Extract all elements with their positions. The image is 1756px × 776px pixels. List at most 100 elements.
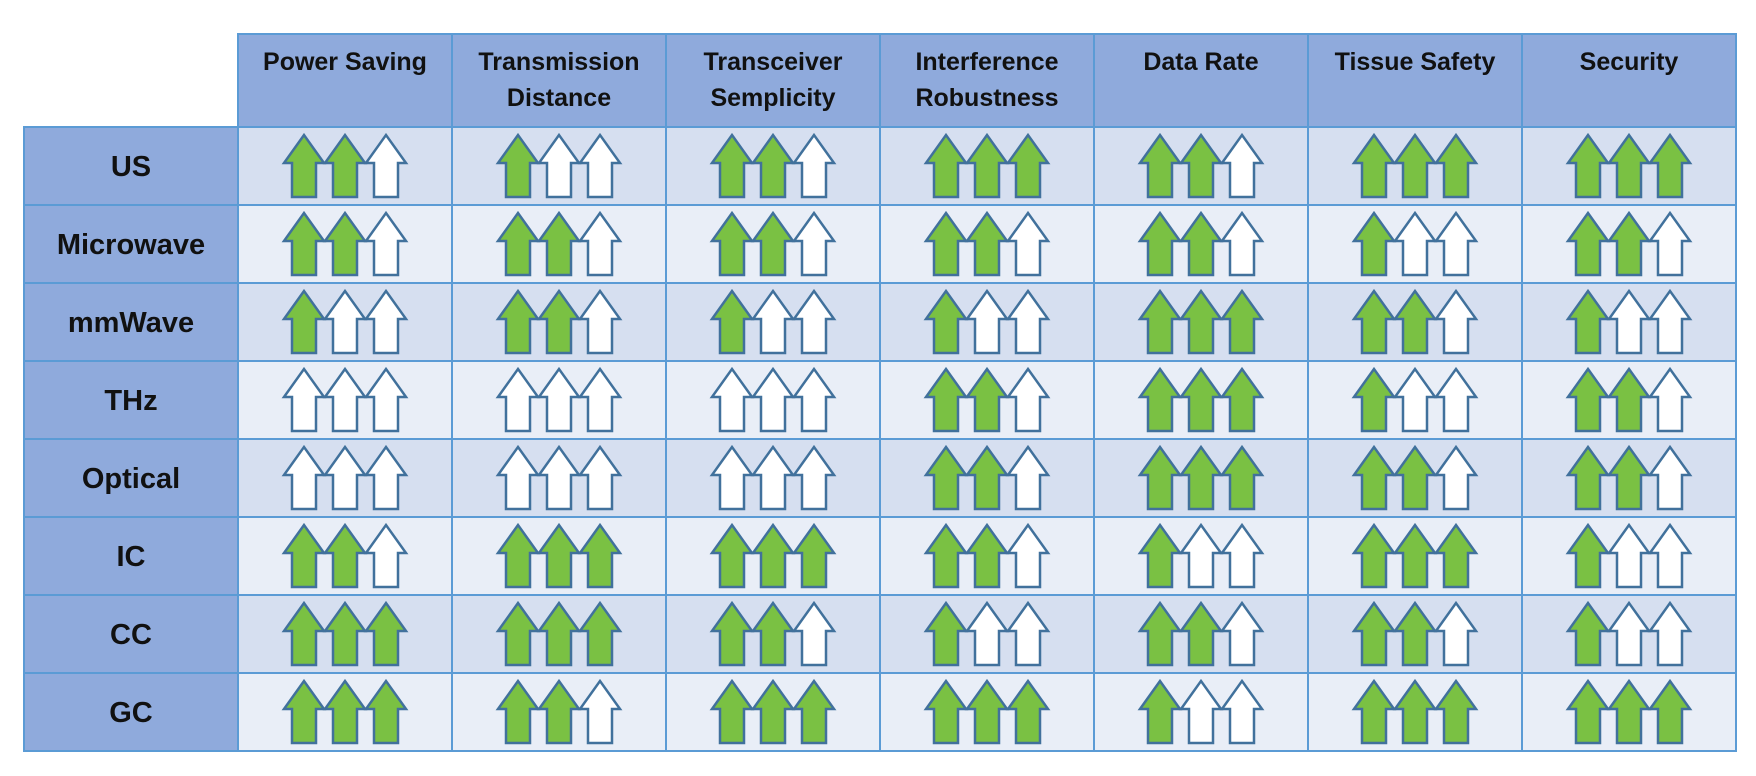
empty-arrow-icon [577, 678, 623, 745]
row-label-ic: IC [117, 541, 146, 573]
filled-arrow-icon [1005, 132, 1051, 199]
empty-arrow-icon [363, 444, 409, 511]
empty-arrow-icon [1178, 522, 1224, 589]
row-label-microwave: Microwave [57, 229, 205, 261]
empty-arrow-icon [1433, 210, 1479, 277]
rating-cell-mmwave-power-saving [281, 288, 409, 355]
empty-arrow-icon [964, 600, 1010, 667]
rating-cell-ic-interference-robustness [923, 522, 1051, 589]
empty-arrow-icon [363, 132, 409, 199]
filled-arrow-icon [577, 600, 623, 667]
empty-arrow-icon [363, 210, 409, 277]
rating-cell-cc-data-rate [1137, 600, 1265, 667]
empty-arrow-icon [964, 288, 1010, 355]
empty-arrow-icon [322, 444, 368, 511]
filled-arrow-icon [1565, 288, 1611, 355]
filled-arrow-icon [495, 600, 541, 667]
column-header-line: Tissue Safety [1335, 48, 1496, 76]
filled-arrow-icon [1433, 522, 1479, 589]
rating-cell-optical-interference-robustness [923, 444, 1051, 511]
filled-arrow-icon [1351, 210, 1397, 277]
rating-cell-ic-power-saving [281, 522, 409, 589]
filled-arrow-icon [1351, 444, 1397, 511]
rating-cell-gc-tissue-safety [1351, 678, 1479, 745]
rating-cell-thz-transmission-distance [495, 366, 623, 433]
filled-arrow-icon [1565, 678, 1611, 745]
empty-arrow-icon [1392, 366, 1438, 433]
rating-cell-optical-power-saving [281, 444, 409, 511]
filled-arrow-icon [1351, 678, 1397, 745]
filled-arrow-icon [709, 210, 755, 277]
empty-arrow-icon [791, 366, 837, 433]
rating-cell-gc-security [1565, 678, 1693, 745]
filled-arrow-icon [281, 288, 327, 355]
filled-arrow-icon [1137, 600, 1183, 667]
rating-cell-us-transmission-distance [495, 132, 623, 199]
rating-cell-gc-interference-robustness [923, 678, 1051, 745]
filled-arrow-icon [1565, 210, 1611, 277]
filled-arrow-icon [1351, 600, 1397, 667]
filled-arrow-icon [1606, 132, 1652, 199]
empty-arrow-icon [1005, 288, 1051, 355]
filled-arrow-icon [1647, 678, 1693, 745]
filled-arrow-icon [1606, 366, 1652, 433]
filled-arrow-icon [322, 132, 368, 199]
filled-arrow-icon [1137, 210, 1183, 277]
filled-arrow-icon [1005, 678, 1051, 745]
rating-cell-gc-transmission-distance [495, 678, 623, 745]
column-header-line: Data Rate [1143, 48, 1258, 76]
filled-arrow-icon [923, 132, 969, 199]
filled-arrow-icon [363, 600, 409, 667]
table-grid [23, 33, 1737, 752]
filled-arrow-icon [750, 678, 796, 745]
filled-arrow-icon [495, 678, 541, 745]
empty-arrow-icon [577, 366, 623, 433]
filled-arrow-icon [1392, 444, 1438, 511]
empty-arrow-icon [322, 288, 368, 355]
empty-arrow-icon [281, 366, 327, 433]
rating-cell-thz-tissue-safety [1351, 366, 1479, 433]
filled-arrow-icon [1137, 288, 1183, 355]
filled-arrow-icon [964, 522, 1010, 589]
empty-arrow-icon [1005, 600, 1051, 667]
rating-cell-cc-transceiver-semplicity [709, 600, 837, 667]
empty-arrow-icon [363, 522, 409, 589]
filled-arrow-icon [750, 210, 796, 277]
rating-cell-ic-transmission-distance [495, 522, 623, 589]
empty-arrow-icon [791, 132, 837, 199]
filled-arrow-icon [1351, 366, 1397, 433]
empty-arrow-icon [750, 288, 796, 355]
empty-arrow-icon [750, 366, 796, 433]
rating-cell-cc-power-saving [281, 600, 409, 667]
rating-cell-us-power-saving [281, 132, 409, 199]
rating-cell-us-security [1565, 132, 1693, 199]
rating-cell-ic-tissue-safety [1351, 522, 1479, 589]
empty-arrow-icon [1647, 600, 1693, 667]
filled-arrow-icon [1606, 444, 1652, 511]
column-header-line: Interference [915, 48, 1058, 76]
filled-arrow-icon [281, 522, 327, 589]
arrow-ratings [281, 132, 1693, 745]
empty-arrow-icon [1433, 366, 1479, 433]
row-label-cc: CC [110, 619, 152, 651]
rating-cell-thz-interference-robustness [923, 366, 1051, 433]
rating-cell-microwave-interference-robustness [923, 210, 1051, 277]
filled-arrow-icon [1219, 288, 1265, 355]
filled-arrow-icon [1178, 210, 1224, 277]
column-header-band [238, 34, 1736, 127]
filled-arrow-icon [1565, 600, 1611, 667]
filled-arrow-icon [1219, 366, 1265, 433]
filled-arrow-icon [791, 522, 837, 589]
rating-cell-us-tissue-safety [1351, 132, 1479, 199]
filled-arrow-icon [964, 210, 1010, 277]
rating-cell-thz-data-rate [1137, 366, 1265, 433]
empty-arrow-icon [1005, 210, 1051, 277]
filled-arrow-icon [495, 288, 541, 355]
filled-arrow-icon [1351, 288, 1397, 355]
rating-cell-mmwave-tissue-safety [1351, 288, 1479, 355]
rating-cell-mmwave-security [1565, 288, 1693, 355]
empty-arrow-icon [1647, 522, 1693, 589]
rating-cell-thz-power-saving [281, 366, 409, 433]
column-header-transmission-distance: Transmission Distance [478, 48, 639, 112]
filled-arrow-icon [1137, 522, 1183, 589]
